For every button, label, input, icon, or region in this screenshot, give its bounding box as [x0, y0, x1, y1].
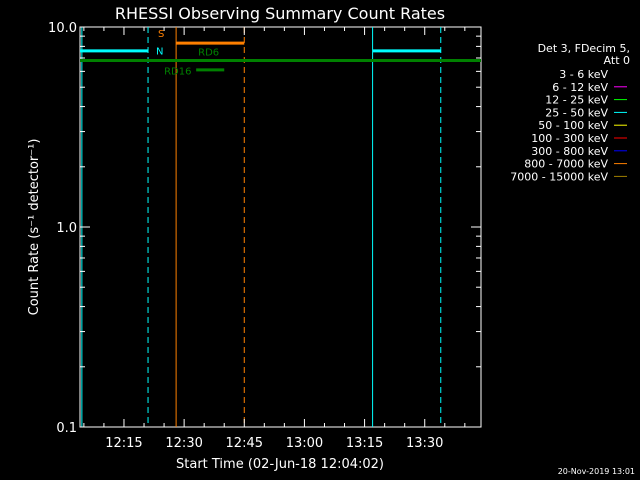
- legend-label: 100 - 300 keV: [531, 132, 608, 145]
- legend-label: 800 - 7000 keV: [524, 158, 608, 171]
- legend-label: 12 - 25 keV: [545, 94, 608, 107]
- legend-label: 50 - 100 keV: [538, 119, 608, 132]
- flag-label-rd6: RD6: [198, 48, 219, 59]
- x-tick-label: 12:15: [105, 436, 142, 451]
- y-axis-label: Count Rate (s⁻¹ detector⁻¹): [27, 139, 42, 316]
- y-tick-label: 10.0: [48, 21, 77, 36]
- footer-date: 20-Nov-2019 13:01: [558, 467, 635, 476]
- x-tick-label: 13:30: [406, 436, 443, 451]
- x-tick-label: 13:15: [346, 436, 383, 451]
- legend-header: Att 0: [604, 54, 630, 67]
- legend-label: 25 - 50 keV: [545, 106, 608, 119]
- y-tick-label: 0.1: [56, 421, 77, 436]
- chart-title: RHESSI Observing Summary Count Rates: [115, 4, 445, 23]
- flag-bars: NS RD6 RD16: [80, 29, 481, 77]
- x-tick-label: 12:30: [165, 436, 202, 451]
- vertical-lines: [81, 27, 442, 427]
- flag-label-rd16: RD16: [164, 66, 191, 77]
- legend-header: Det 3, FDecim 5,: [538, 42, 630, 55]
- flag-label-n: N: [156, 46, 163, 57]
- legend-label: 3 - 6 keV: [559, 68, 608, 81]
- x-axis-ticks: 12:15 12:30 12:45 13:00 13:15 13:30: [83, 27, 466, 451]
- legend-label: 7000 - 15000 keV: [510, 170, 608, 183]
- legend-label: 300 - 800 keV: [531, 145, 608, 158]
- x-tick-label: 13:00: [286, 436, 323, 451]
- legend-label: 6 - 12 keV: [552, 81, 608, 94]
- x-tick-label: 12:45: [226, 436, 263, 451]
- y-axis-ticks: 0.1 1.0 10.0: [48, 21, 481, 436]
- x-axis-label: Start Time (02-Jun-18 12:04:02): [176, 457, 384, 472]
- y-tick-label: 1.0: [56, 221, 77, 236]
- plot-frame: [79, 26, 482, 428]
- flag-label-s: S: [158, 29, 164, 40]
